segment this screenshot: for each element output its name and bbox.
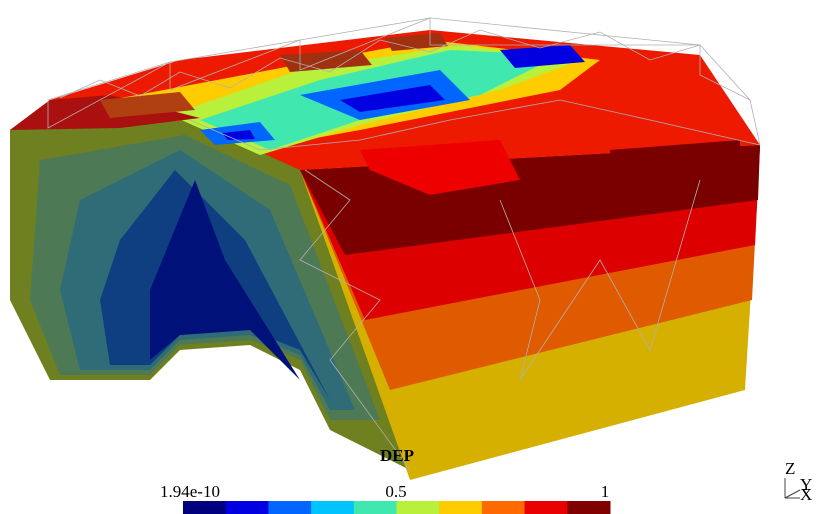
block <box>280 50 372 72</box>
colorbar <box>183 501 611 514</box>
block <box>385 33 448 51</box>
top-band <box>10 95 200 130</box>
wireframe <box>299 169 411 471</box>
axis-label: Z <box>785 459 795 478</box>
block <box>610 140 740 165</box>
top-spot <box>340 85 445 112</box>
colorbar-label: 1 <box>601 482 610 501</box>
wireframe <box>47 17 751 129</box>
wireframe <box>499 179 701 381</box>
colorbar-title: DEP <box>380 446 414 465</box>
colorbar-swatch <box>567 501 611 514</box>
wireframe <box>189 99 761 151</box>
colorbar-swatch <box>439 501 483 514</box>
block <box>430 180 522 212</box>
colorbar-label: 0.5 <box>385 482 406 501</box>
colorbar-swatch <box>225 501 269 514</box>
axis-label: X <box>800 485 812 504</box>
top-spot <box>500 45 585 68</box>
colorbar-swatch <box>481 501 526 514</box>
colorbar-swatch <box>396 501 440 514</box>
colorbar-swatch <box>183 501 227 514</box>
axis-line <box>784 489 801 499</box>
wireframe <box>59 29 701 99</box>
left-core <box>150 180 300 380</box>
colorbar-swatch <box>311 501 355 514</box>
colorbar-swatch <box>524 501 568 514</box>
colorbar-swatch <box>268 501 312 514</box>
colorbar-swatch <box>353 501 397 514</box>
axis-triad: Z Y X <box>784 459 812 504</box>
model <box>10 17 761 480</box>
block <box>360 140 520 195</box>
colorbar-label: 1.94e-10 <box>160 482 220 501</box>
block <box>540 95 740 150</box>
block <box>100 92 195 118</box>
axis-label: Y <box>800 475 812 494</box>
